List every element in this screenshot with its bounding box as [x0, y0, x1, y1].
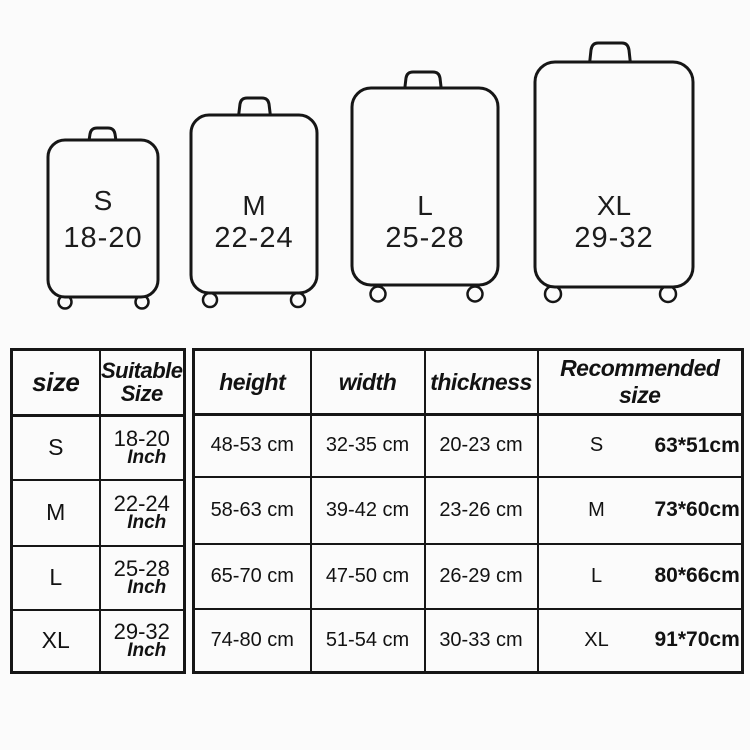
table-row: XL 29-32 Inch [10, 608, 186, 674]
recommended-size-cell: XL 91*70cm [536, 607, 744, 674]
suitcase-body [350, 86, 500, 287]
table-row: 65-70 cm 47-50 cm 26-29 cm L 80*66cm [192, 542, 744, 610]
suitcase-size-range: 22-24 [214, 222, 293, 254]
suitcase-figure-s: S 18-20 [40, 124, 168, 314]
suitcase-wheel-icon [466, 285, 484, 303]
suitcase-xl-drawing: XL 29-32 [533, 41, 695, 304]
suitcase-body [46, 138, 160, 299]
recommended-size-letter: L [590, 564, 603, 587]
suitcase-size-range: 25-28 [385, 222, 464, 254]
suitcase-figure-xl: XL 29-32 [527, 38, 701, 308]
suitcase-figure-l: L 25-28 [344, 66, 506, 308]
suitcase-size-label: M [242, 190, 265, 221]
suitcase-size-range: 18-20 [63, 222, 142, 254]
height-cell: 58-63 cm [192, 475, 312, 545]
suitcase-figure-m: M 22-24 [183, 93, 325, 309]
inch-unit: Inch [127, 512, 167, 533]
table-row: L 25-28 Inch [10, 544, 186, 611]
height-cell: 65-70 cm [192, 542, 312, 610]
recommended-size-cell: L 80*66cm [536, 542, 744, 610]
thickness-cell: 20-23 cm [423, 413, 539, 478]
inch-unit: Inch [127, 577, 167, 598]
suitcase-m-drawing: M 22-24 [189, 96, 319, 309]
height-column-header: height [192, 348, 312, 416]
width-cell: 39-42 cm [309, 475, 426, 545]
suitable-size-cell: 18-20 Inch [98, 414, 186, 481]
size-cell: M [10, 478, 101, 547]
suitcase-s-drawing: S 18-20 [46, 126, 160, 310]
suitcase-size-label: XL [597, 190, 631, 221]
dimension-table: height width thickness Recommended size … [192, 348, 744, 674]
inch-unit: Inch [127, 447, 167, 469]
thickness-cell: 26-29 cm [423, 542, 539, 610]
table-row: 58-63 cm 39-42 cm 23-26 cm M 73*60cm [192, 475, 744, 545]
width-cell: 47-50 cm [309, 542, 426, 610]
height-cell: 74-80 cm [192, 607, 312, 674]
suitcase-size-label: L [417, 190, 433, 221]
inch-range: 22-24 [113, 491, 170, 516]
suitcase-size-label: S [94, 185, 113, 216]
suitcase-size-range: 29-32 [574, 222, 653, 254]
suitcase-wheel-icon [369, 285, 387, 303]
size-table-header-row: size Suitable Size [10, 348, 186, 417]
table-row: M 22-24 Inch [10, 478, 186, 547]
table-row: 48-53 cm 32-35 cm 20-23 cm S 63*51cm [192, 413, 744, 478]
suitcase-wheel-icon [201, 291, 219, 309]
suitcase-body [533, 60, 695, 289]
recommended-size-column-header: Recommended size [536, 348, 744, 416]
suitcase-body [189, 113, 319, 295]
size-cell: S [10, 414, 101, 481]
table-row: S 18-20 Inch [10, 414, 186, 481]
recommended-size-value: 73*60cm [654, 498, 740, 521]
inch-range: 29-32 [113, 619, 170, 645]
thickness-cell: 30-33 cm [423, 607, 539, 674]
suitable-size-column-header: Suitable Size [98, 348, 186, 417]
suitcase-wheel-icon [289, 291, 307, 309]
size-table: size Suitable Size S 18-20 Inch M 22-24 In… [10, 348, 186, 674]
recommended-size-value: 63*51cm [654, 433, 740, 457]
thickness-cell: 23-26 cm [423, 475, 539, 545]
width-cell: 32-35 cm [309, 413, 426, 478]
suitable-size-cell: 25-28 Inch [98, 544, 186, 611]
width-column-header: width [309, 348, 426, 416]
suitable-size-cell: 22-24 Inch [98, 478, 186, 547]
recommended-size-letter: S [589, 434, 604, 457]
recommended-size-letter: M [588, 498, 605, 521]
size-column-header: size [10, 348, 101, 417]
recommended-size-value: 80*66cm [654, 564, 740, 587]
recommended-size-cell: S 63*51cm [536, 413, 744, 478]
recommended-size-cell: M 73*60cm [536, 475, 744, 545]
recommended-size-value: 91*70cm [654, 628, 740, 652]
height-cell: 48-53 cm [192, 413, 312, 478]
size-cell: L [10, 544, 101, 611]
suitable-size-cell: 29-32 Inch [98, 608, 186, 674]
inch-range: 25-28 [113, 556, 170, 581]
recommended-size-letter: XL [584, 628, 609, 651]
inch-unit: Inch [127, 640, 167, 662]
width-cell: 51-54 cm [309, 607, 426, 674]
thickness-column-header: thickness [423, 348, 539, 416]
suitcase-l-drawing: L 25-28 [350, 70, 500, 303]
dimension-table-header-row: height width thickness Recommended size [192, 348, 744, 416]
size-cell: XL [10, 608, 101, 674]
inch-range: 18-20 [113, 426, 170, 452]
table-row: 74-80 cm 51-54 cm 30-33 cm XL 91*70cm [192, 607, 744, 674]
